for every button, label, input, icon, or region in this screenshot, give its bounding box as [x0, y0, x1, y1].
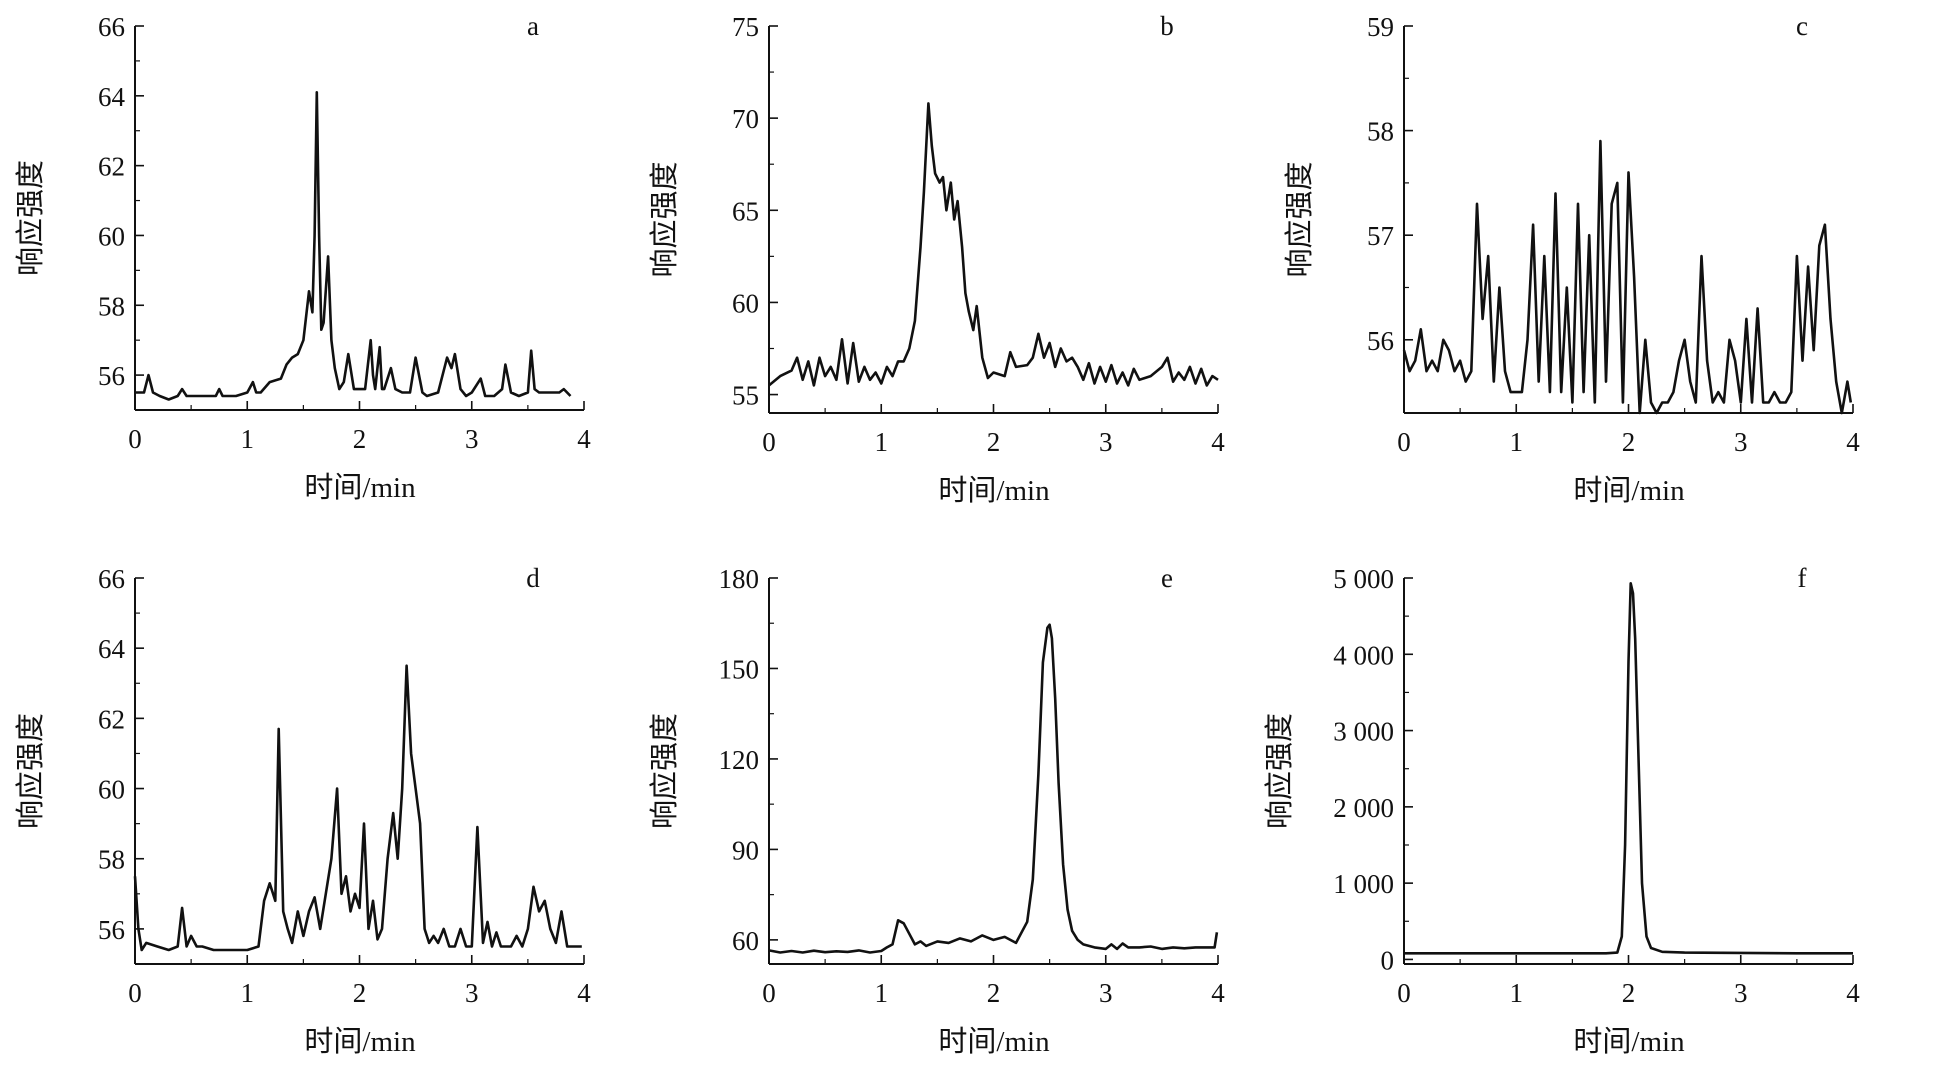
x-axis-label: 时间/min [304, 1025, 416, 1058]
y-tick-label: 1 000 [1333, 869, 1394, 899]
y-tick-label: 62 [98, 152, 125, 182]
panel-label: a [527, 11, 539, 41]
y-tick-label: 55 [732, 381, 759, 411]
x-tick-label: 1 [875, 427, 889, 457]
x-tick-label: 3 [1734, 427, 1748, 457]
y-tick-label: 90 [732, 835, 759, 865]
panel-label: c [1796, 11, 1808, 41]
x-tick-label: 0 [762, 427, 776, 457]
x-axis-label: 时间/min [938, 1025, 1050, 1058]
y-tick-label: 64 [98, 82, 126, 112]
y-tick-label: 56 [98, 915, 125, 945]
y-tick-label: 66 [98, 12, 125, 42]
y-axis-label: 响应强度 [14, 160, 47, 276]
y-tick-label: 58 [98, 845, 125, 875]
y-axis-label: 响应强度 [648, 713, 681, 829]
panel-label: e [1161, 563, 1173, 593]
x-tick-label: 0 [128, 424, 142, 454]
panel-f: 0 1 000 2 000 3 000 4 000 5 000 0 1 2 3 4 f 时间/min 响应… [1263, 563, 1860, 1058]
x-tick-label: 1 [241, 424, 255, 454]
x-tick-label: 2 [353, 424, 367, 454]
panel-label: f [1798, 563, 1807, 593]
x-axis-label: 时间/min [304, 471, 416, 504]
y-tick-label: 3 000 [1333, 717, 1394, 747]
panel-e: 60 90 120 150 180 0 1 2 3 4 e 时间/min 响应强度 [648, 563, 1225, 1058]
x-tick-label: 4 [1211, 978, 1225, 1008]
y-tick-label: 70 [732, 104, 759, 134]
panel-label: b [1160, 11, 1174, 41]
x-tick-label: 0 [128, 978, 142, 1008]
x-tick-label: 1 [1510, 427, 1524, 457]
x-tick-label: 2 [353, 978, 367, 1008]
x-tick-label: 3 [465, 424, 479, 454]
y-tick-label: 65 [732, 196, 759, 226]
x-tick-label: 0 [1397, 427, 1411, 457]
x-axis-label: 时间/min [1573, 1025, 1685, 1058]
y-tick-label: 180 [719, 564, 760, 594]
series-line [768, 623, 1219, 954]
x-tick-label: 3 [465, 978, 479, 1008]
x-tick-label: 0 [762, 978, 776, 1008]
x-tick-label: 3 [1099, 978, 1113, 1008]
x-axis-label: 时间/min [938, 474, 1050, 507]
x-tick-label: 4 [1211, 427, 1225, 457]
y-tick-label: 5 000 [1333, 564, 1394, 594]
x-tick-label: 4 [577, 978, 591, 1008]
y-tick-label: 150 [719, 654, 760, 684]
x-tick-label: 3 [1099, 427, 1113, 457]
y-axis-label: 响应强度 [1263, 713, 1296, 829]
y-tick-label: 0 [1381, 945, 1395, 975]
x-tick-label: 2 [1622, 978, 1636, 1008]
y-tick-label: 64 [98, 634, 126, 664]
x-tick-label: 0 [1397, 978, 1411, 1008]
x-axis-label: 时间/min [1573, 474, 1685, 507]
x-tick-label: 4 [577, 424, 591, 454]
y-tick-label: 60 [98, 775, 125, 805]
y-tick-label: 66 [98, 564, 125, 594]
x-tick-label: 1 [241, 978, 255, 1008]
x-tick-label: 4 [1846, 427, 1860, 457]
x-tick-label: 2 [987, 978, 1001, 1008]
y-tick-label: 4 000 [1333, 640, 1394, 670]
y-tick-label: 56 [98, 361, 125, 391]
x-tick-label: 2 [1622, 427, 1636, 457]
series-line [1402, 139, 1853, 415]
x-tick-label: 2 [987, 427, 1001, 457]
y-tick-label: 2 000 [1333, 793, 1394, 823]
x-tick-label: 3 [1734, 978, 1748, 1008]
y-tick-label: 58 [1367, 117, 1394, 147]
panel-d: 56 58 60 62 64 66 0 1 2 3 4 d 时间/min 响应强度 [14, 563, 591, 1058]
panel-c: 56 57 58 59 0 1 2 3 4 c 时间/min 响应强度 [1283, 11, 1860, 507]
y-tick-label: 59 [1367, 12, 1394, 42]
y-tick-label: 58 [98, 291, 125, 321]
panel-a: 56 58 60 62 64 66 0 1 2 3 4 a 时间/min 响应强度 [14, 11, 591, 504]
x-tick-label: 4 [1846, 978, 1860, 1008]
y-tick-label: 60 [98, 221, 125, 251]
y-axis-label: 响应强度 [648, 161, 681, 277]
y-tick-label: 57 [1367, 221, 1394, 251]
y-axis-label: 响应强度 [1283, 161, 1316, 277]
series-line [135, 91, 572, 401]
y-tick-label: 120 [719, 745, 760, 775]
panel-b: 55 60 65 70 75 0 1 2 3 4 b 时间/min 响应强度 [648, 11, 1225, 507]
y-axis-label: 响应强度 [14, 713, 47, 829]
x-tick-label: 1 [1510, 978, 1524, 1008]
series-line [133, 664, 582, 952]
x-tick-label: 1 [875, 978, 889, 1008]
y-tick-label: 75 [732, 12, 759, 42]
series-line [768, 102, 1219, 387]
series-line [1404, 581, 1853, 955]
panel-label: d [526, 563, 540, 593]
y-tick-label: 62 [98, 704, 125, 734]
y-tick-label: 60 [732, 288, 759, 318]
y-tick-label: 56 [1367, 326, 1394, 356]
y-tick-label: 60 [732, 926, 759, 956]
